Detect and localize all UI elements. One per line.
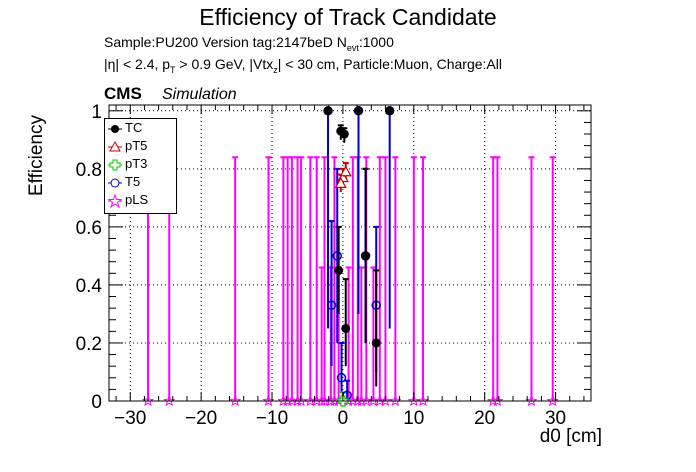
marker-TC	[339, 129, 349, 139]
x-tick-label: −10	[256, 408, 288, 429]
y-tick-label: 0.4	[76, 276, 103, 297]
cms-label: CMS	[104, 84, 142, 103]
y-tick-label: 0.8	[76, 160, 102, 181]
y-axis-label: Efficiency	[26, 115, 47, 196]
subtitle-line-2: |η| < 2.4, pT > 0.9 GeV, |Vtxz| < 30 cm,…	[104, 56, 502, 75]
marker-pLS	[407, 394, 420, 407]
x-tick-label: 10	[403, 408, 424, 429]
marker-pLS	[525, 394, 538, 407]
marker-T5	[371, 300, 381, 310]
marker-TC	[385, 106, 395, 116]
marker-TC	[354, 106, 364, 116]
marker-pLS	[546, 394, 559, 407]
chart-title: Efficiency of Track Candidate	[199, 4, 497, 30]
simulation-label: Simulation	[162, 86, 237, 103]
marker-pLS	[281, 394, 294, 407]
y-tick-label: 1	[91, 102, 102, 123]
marker-pLS	[291, 394, 304, 407]
x-tick-label: −30	[114, 408, 146, 429]
marker-T5	[336, 373, 347, 383]
filled-circle-icon	[108, 125, 122, 133]
marker-pLS	[487, 394, 500, 407]
x-tick-label: 0	[338, 408, 349, 429]
y-tick-label: 0.2	[76, 334, 102, 355]
x-tick-label: 30	[545, 408, 566, 429]
x-tick-label: 20	[474, 408, 495, 429]
open-triangle-icon	[108, 140, 122, 152]
open-circle-icon	[108, 178, 122, 188]
marker-TC	[361, 251, 371, 261]
legend: TC pT5 pT3 T5 pLS	[104, 118, 177, 214]
open-cross-icon	[108, 159, 122, 171]
y-tick-label: 0	[91, 392, 102, 413]
legend-item-pls: pLS	[107, 192, 175, 210]
axis-ticks: −30 −20 −10 0 10 20 30 0 0.2 0.4 0.6 0.8 1	[76, 102, 591, 429]
marker-pLS	[389, 394, 402, 407]
marker-TC	[371, 338, 381, 348]
legend-item-t5: T5	[107, 174, 175, 192]
marker-T5	[332, 251, 342, 261]
marker-pLS	[229, 394, 242, 407]
marker-pT5	[339, 165, 352, 177]
marker-T5	[326, 300, 337, 310]
x-axis-label: d0 [cm]	[539, 426, 602, 447]
plot-frame	[108, 104, 592, 402]
error-bars	[144, 109, 556, 401]
marker-pLS	[379, 394, 392, 407]
legend-item-tc: TC	[107, 120, 175, 138]
plot-grid	[109, 105, 591, 402]
subtitle-line-1: Sample:PU200 Version tag:2147beD Nevt:10…	[104, 34, 394, 53]
marker-pLS	[491, 394, 504, 407]
marker-pLS	[295, 394, 308, 407]
legend-item-pt3: pT3	[107, 156, 175, 174]
marker-pLS	[417, 394, 430, 407]
legend-item-pt5: pT5	[107, 138, 175, 156]
x-tick-label: −20	[185, 408, 217, 429]
data-markers	[141, 106, 559, 407]
open-star-icon	[107, 193, 123, 209]
marker-TC	[341, 323, 351, 333]
marker-pT5	[334, 177, 347, 188]
marker-TC	[334, 265, 344, 275]
y-tick-label: 0.6	[76, 218, 102, 239]
marker-TC	[323, 106, 333, 116]
